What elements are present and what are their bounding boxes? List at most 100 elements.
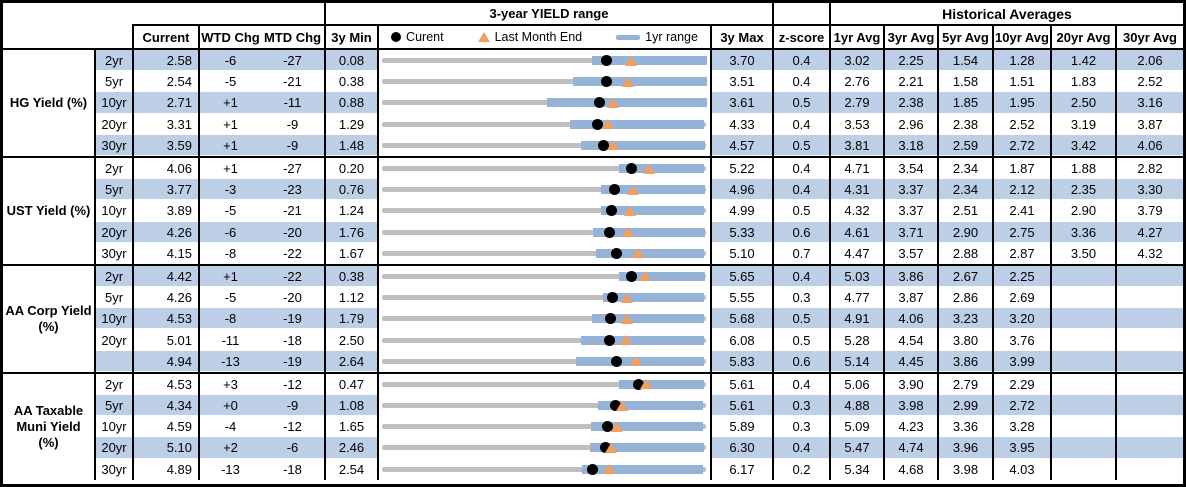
last-month-end-triangle-marker: [601, 119, 614, 130]
mtd-chg-value: -19: [261, 308, 324, 330]
mtd-chg-value: -27: [283, 161, 302, 177]
yield-range-chart-cell: [377, 71, 710, 93]
z-score-value: 0.4: [772, 265, 829, 288]
range-1yr-bar: [580, 140, 705, 150]
avg-10yr-value: 2.75: [992, 221, 1050, 243]
range-3yr-track: [382, 381, 706, 387]
yield-range-chart-cell: [377, 179, 710, 201]
yield-section: AA Corp Yield (%) 2yr 4.42 +1 -22 0.38 5.65 0.4…: [3, 263, 1183, 372]
range-1yr-bar: [591, 314, 705, 324]
avg-3yr-value: 3.54: [883, 157, 937, 180]
avg-3yr-value: 3.37: [883, 179, 937, 201]
avg-20yr-value: [1050, 373, 1115, 395]
avg-1yr-value: 3.53: [829, 113, 883, 135]
current-dot-marker: [625, 270, 637, 282]
mtd-chg-value: -18: [283, 461, 302, 477]
avg-5yr-value: 3.23: [937, 308, 992, 330]
avg-5yr-value: 1.54: [937, 50, 992, 72]
avg-10yr-value: 2.52: [992, 113, 1050, 135]
avg-20yr-value: [1050, 329, 1115, 351]
avg-1yr-value: 4.88: [829, 395, 883, 417]
yield-range-chart-cell: [377, 242, 710, 264]
tenor-cell: 30yr: [94, 242, 132, 264]
range-1yr-bar: [601, 206, 704, 216]
wtd-chg-value: +2: [198, 437, 261, 459]
wtd-chg-value: +1: [198, 157, 261, 180]
avg-10yr-value: 2.12: [992, 179, 1050, 201]
yield-section: UST Yield (%) 2yr 4.06 +1 -27 0.20 5.22 0.4 4.71…: [3, 155, 1183, 264]
avg-1yr-value: 5.47: [829, 437, 883, 459]
current-value: 3.77: [132, 179, 198, 201]
avg-10yr-value: 2.87: [992, 242, 1050, 264]
avg-1yr-value: 4.61: [829, 221, 883, 243]
avg-3yr-value: 4.54: [883, 329, 937, 351]
avg-20yr-value: 2.35: [1050, 179, 1115, 201]
current-dot-marker: [605, 313, 617, 325]
min-3y-value: 0.20: [324, 157, 377, 180]
z-score-value: 0.3: [772, 287, 829, 309]
max-3y-value: 6.30: [710, 437, 772, 459]
wtd-chg-value: -5: [198, 200, 261, 222]
col-header-10yr-avg: 10yr Avg: [992, 24, 1050, 48]
wtd-chg-value: +0: [198, 395, 261, 417]
mtd-chg-value: -22: [283, 245, 302, 261]
current-value: 2.54: [132, 71, 198, 93]
avg-30yr-value: 2.06: [1115, 50, 1183, 72]
range-3yr-track: [382, 208, 706, 214]
tenor-cell: [94, 350, 132, 372]
yield-range-chart-cell: [377, 437, 710, 459]
avg-1yr-value: 5.03: [829, 265, 883, 288]
tenor-cell: 2yr: [94, 157, 132, 180]
last-month-end-triangle-marker: [606, 97, 619, 108]
avg-30yr-value: [1115, 437, 1183, 459]
avg-30yr-value: [1115, 265, 1183, 288]
avg-20yr-value: [1050, 437, 1115, 459]
min-3y-value: 0.38: [324, 71, 377, 93]
min-3y-value: 1.65: [324, 416, 377, 438]
avg-5yr-value: 2.34: [937, 179, 992, 201]
avg-3yr-value: 2.21: [883, 71, 937, 93]
avg-30yr-value: [1115, 308, 1183, 330]
avg-3yr-value: 3.57: [883, 242, 937, 264]
avg-1yr-value: 5.06: [829, 373, 883, 395]
avg-3yr-value: 4.23: [883, 416, 937, 438]
last-month-end-triangle-marker: [626, 184, 639, 195]
current-dot-marker: [626, 163, 638, 175]
tenor-cell: 5yr: [94, 395, 132, 417]
yield-range-chart-cell: [377, 395, 710, 417]
avg-30yr-value: 3.30: [1115, 179, 1183, 201]
avg-20yr-value: [1050, 350, 1115, 372]
range-3yr-track: [382, 358, 706, 364]
tenor-cell: 10yr: [94, 92, 132, 114]
yield-range-chart-cell: [377, 92, 710, 114]
wtd-chg-value: -8: [198, 242, 261, 264]
last-month-end-triangle-marker: [629, 356, 642, 367]
yield-range-chart-cell: [377, 221, 710, 243]
mtd-chg-value: -21: [283, 74, 302, 90]
last-month-end-triangle-icon: [477, 32, 490, 42]
last-month-end-triangle-marker: [602, 464, 615, 475]
wtd-chg-value: -6: [198, 50, 261, 72]
avg-10yr-value: 1.28: [992, 50, 1050, 72]
max-3y-value: 5.61: [710, 395, 772, 417]
avg-5yr-value: 3.80: [937, 329, 992, 351]
wtd-chg-value: -4: [198, 416, 261, 438]
min-3y-value: 0.76: [324, 179, 377, 201]
max-3y-value: 5.55: [710, 287, 772, 309]
z-score-value: 0.5: [772, 92, 829, 114]
last-month-end-triangle-marker: [610, 421, 623, 432]
current-dot-icon: [391, 32, 402, 42]
avg-3yr-value: 3.98: [883, 395, 937, 417]
min-3y-value: 1.76: [324, 221, 377, 243]
current-dot-marker: [610, 355, 622, 367]
historical-averages-title: Historical Averages: [829, 3, 1183, 24]
avg-1yr-value: 2.79: [829, 92, 883, 114]
mtd-chg-value: -18: [283, 332, 302, 348]
avg-5yr-value: 2.88: [937, 242, 992, 264]
avg-1yr-value: 4.47: [829, 242, 883, 264]
avg-3yr-value: 3.87: [883, 287, 937, 309]
yield-range-chart-cell: [377, 350, 710, 372]
current-dot-marker: [586, 463, 598, 475]
min-3y-value: 1.67: [324, 242, 377, 264]
